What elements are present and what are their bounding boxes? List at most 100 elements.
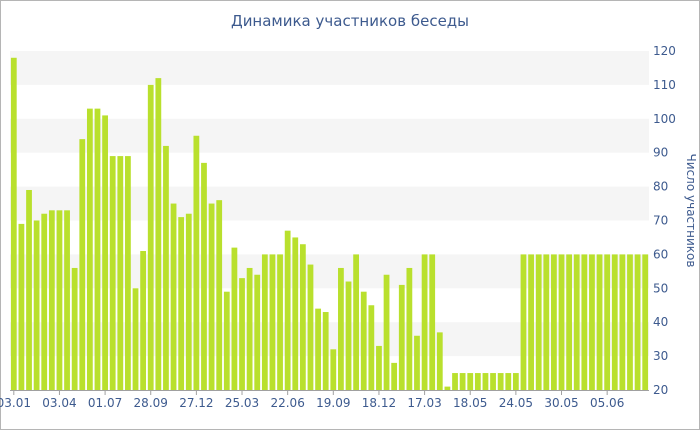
x-tick-label: 19.09 <box>316 396 350 410</box>
x-tick-label: 17.03 <box>407 396 441 410</box>
bar[interactable] <box>589 254 595 390</box>
y-tick-label: 90 <box>653 146 668 160</box>
bar[interactable] <box>254 274 261 390</box>
bar[interactable] <box>474 373 481 390</box>
bar[interactable] <box>216 200 223 390</box>
bar[interactable] <box>292 237 299 390</box>
bar[interactable] <box>376 345 382 390</box>
bar[interactable] <box>611 254 618 390</box>
bar[interactable] <box>41 213 48 390</box>
grid-band <box>10 254 649 289</box>
bar[interactable] <box>573 254 580 390</box>
x-tick-label: 05.06 <box>590 396 624 410</box>
x-tick-label: 30.05 <box>544 396 578 410</box>
bar[interactable] <box>193 135 200 390</box>
bar[interactable] <box>109 156 116 390</box>
bar[interactable] <box>398 284 405 390</box>
bar[interactable] <box>353 254 360 390</box>
bar[interactable] <box>56 210 63 390</box>
bar[interactable] <box>535 254 542 390</box>
bar[interactable] <box>642 254 649 390</box>
bar[interactable] <box>140 251 147 390</box>
bar[interactable] <box>543 254 550 390</box>
bar[interactable] <box>10 57 17 390</box>
bar[interactable] <box>566 254 573 390</box>
bar[interactable] <box>147 84 154 391</box>
bar[interactable] <box>71 267 78 390</box>
y-tick-label: 50 <box>653 281 668 295</box>
bar[interactable] <box>277 254 283 390</box>
bar[interactable] <box>627 254 633 390</box>
bar[interactable] <box>528 254 534 390</box>
bar[interactable] <box>48 210 55 390</box>
bar[interactable] <box>330 349 337 390</box>
bar[interactable] <box>86 108 93 390</box>
grid-band <box>10 51 649 85</box>
y-tick-label: 20 <box>653 383 668 397</box>
bar[interactable] <box>368 305 375 390</box>
bar[interactable] <box>414 335 420 390</box>
x-tick-label: 25.03 <box>225 396 259 410</box>
bar[interactable] <box>619 254 626 390</box>
bar[interactable] <box>497 373 504 390</box>
bar[interactable] <box>284 230 291 390</box>
bar[interactable] <box>634 254 641 390</box>
bar[interactable] <box>102 115 108 390</box>
bar[interactable] <box>505 373 512 390</box>
bar[interactable] <box>223 291 230 390</box>
bar[interactable] <box>299 244 306 390</box>
x-tick-label: 18.05 <box>453 396 487 410</box>
bar[interactable] <box>558 254 565 390</box>
x-tick-label: 03.01 <box>0 396 31 410</box>
bar[interactable] <box>360 291 367 390</box>
bar[interactable] <box>345 281 352 390</box>
bar[interactable] <box>467 373 474 390</box>
bar[interactable] <box>307 264 314 390</box>
bar[interactable] <box>163 145 169 390</box>
bar[interactable] <box>185 213 192 390</box>
bar[interactable] <box>33 220 40 391</box>
bar[interactable] <box>18 223 25 390</box>
x-tick-label: 27.12 <box>179 396 213 410</box>
bar[interactable] <box>315 308 321 390</box>
bar[interactable] <box>269 254 276 390</box>
bar[interactable] <box>482 373 489 390</box>
bar[interactable] <box>239 278 245 390</box>
bar[interactable] <box>444 386 451 390</box>
bar[interactable] <box>406 267 413 390</box>
bar[interactable] <box>581 254 588 390</box>
bar[interactable] <box>246 267 253 390</box>
bar[interactable] <box>79 139 86 390</box>
bar[interactable] <box>391 362 398 390</box>
chart-title: Динамика участников беседы <box>230 12 470 30</box>
bar[interactable] <box>520 254 527 390</box>
bar[interactable] <box>338 267 344 390</box>
bar[interactable] <box>452 373 458 390</box>
bar[interactable] <box>512 373 519 390</box>
bar[interactable] <box>117 156 124 390</box>
bar[interactable] <box>155 78 162 391</box>
bar[interactable] <box>64 210 70 390</box>
bar[interactable] <box>421 254 428 390</box>
bar[interactable] <box>436 332 443 390</box>
bar[interactable] <box>201 162 207 390</box>
bar[interactable] <box>26 189 32 390</box>
bar[interactable] <box>596 254 603 390</box>
bar[interactable] <box>208 203 215 390</box>
bar[interactable] <box>322 312 329 390</box>
bar[interactable] <box>125 156 131 390</box>
bar[interactable] <box>604 254 611 390</box>
bar[interactable] <box>551 254 557 390</box>
bar[interactable] <box>429 254 436 390</box>
bar[interactable] <box>231 247 238 390</box>
x-tick-label: 28.09 <box>134 396 168 410</box>
bar[interactable] <box>459 373 466 390</box>
bar[interactable] <box>261 254 268 390</box>
bar[interactable] <box>490 373 496 390</box>
bar[interactable] <box>170 203 177 390</box>
bar[interactable] <box>132 288 139 390</box>
bar[interactable] <box>178 217 185 390</box>
bar[interactable] <box>383 274 390 390</box>
bar[interactable] <box>94 108 101 390</box>
